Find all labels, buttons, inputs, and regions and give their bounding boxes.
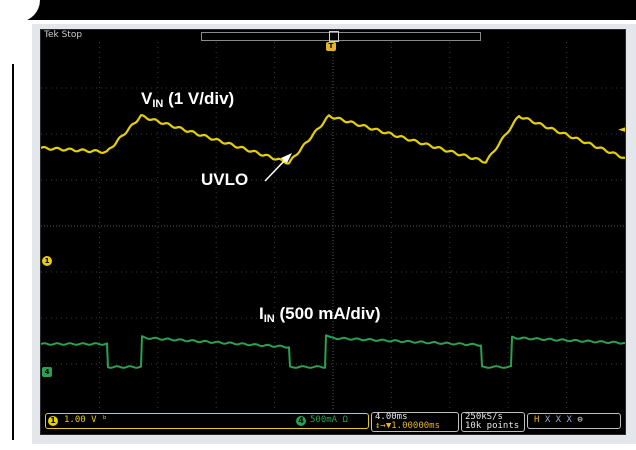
uvlo-arrowhead (281, 153, 292, 163)
trigger-position-marker: T (326, 42, 336, 51)
ch1-badge: 1 (48, 416, 58, 426)
brand-text: Tek (44, 30, 59, 40)
vin-label: VIN (1 V/div) (141, 89, 234, 110)
vin-sub: IN (152, 98, 164, 110)
iin-label: IIN (500 mA/div) (259, 304, 381, 325)
trigger-readout-text: H X X X ⊖ (534, 415, 583, 425)
record-view-window (329, 31, 339, 42)
trigger-level-marker: ◄ (618, 125, 625, 135)
vin-main: V (141, 89, 153, 108)
top-banner-corner (0, 0, 40, 22)
uvlo-label: UVLO (201, 170, 249, 189)
trigger-x: X X X (539, 415, 578, 425)
ch1-scale: 1.00 V (64, 415, 97, 425)
trigger-slope-icon: ⊖ (577, 415, 583, 425)
oscilloscope-screen: Tek Stop T ◄ 1 4 VIN (1 V/div) UVLO IIN … (40, 29, 626, 435)
ch4-ground-marker: 4 (42, 367, 52, 377)
ch4-scale: 500mA Ω (310, 415, 348, 425)
left-margin-rule (12, 64, 14, 440)
iin-main: I (259, 304, 264, 323)
sample-rate: 250kS/s (465, 412, 503, 422)
vin-scale: (1 V/div) (163, 89, 235, 108)
status-bar: 1 1.00 V ᵇ 4 500mA Ω 4.00ms ↕→▼1.00000ms… (41, 410, 625, 432)
trigger-delay-value: ↕→▼1.00000ms (375, 421, 441, 431)
record-length: 10k points (465, 421, 520, 431)
iin-waveform (41, 334, 625, 369)
record-view-bar (201, 32, 481, 41)
ch4-badge: 4 (296, 416, 306, 426)
scope-brand-status: Tek Stop (44, 30, 82, 40)
top-banner (0, 0, 636, 20)
channel-readout[interactable]: 1 1.00 V ᵇ 4 500mA Ω (45, 413, 369, 429)
scope-header: Tek Stop (41, 30, 625, 42)
vin-waveform (41, 114, 625, 165)
iin-sub: IN (263, 313, 275, 325)
timebase-value: 4.00ms (375, 412, 408, 422)
trigger-h: H (534, 415, 540, 425)
ch1-bandwidth-icon: ᵇ (102, 415, 108, 425)
ch1-ground-marker: 1 (42, 256, 52, 266)
acquisition-readout[interactable]: 250kS/s 10k points (461, 412, 525, 432)
run-state: Stop (61, 30, 83, 40)
graticule (41, 42, 625, 410)
timebase-readout[interactable]: 4.00ms ↕→▼1.00000ms (371, 412, 459, 432)
trigger-readout[interactable]: H X X X ⊖ (527, 413, 621, 429)
iin-scale: (500 mA/div) (274, 304, 381, 323)
uvlo-arrow-line (264, 158, 287, 182)
